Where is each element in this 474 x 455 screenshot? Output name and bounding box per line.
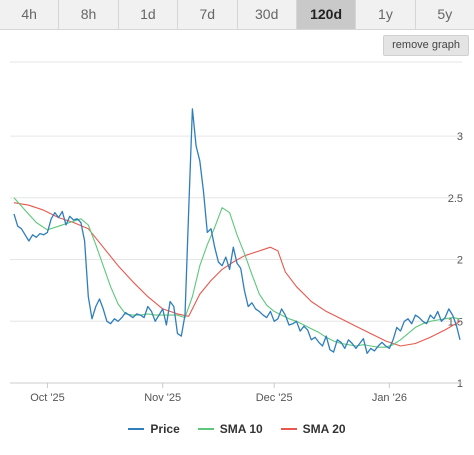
y-tick-label: 2	[457, 255, 463, 267]
y-tick-label: 1	[457, 378, 463, 390]
chart-legend: Price SMA 10 SMA 20	[0, 420, 474, 438]
series-line-sma-10	[13, 197, 461, 348]
legend-item-sma-20[interactable]: SMA 20	[280, 420, 346, 438]
tab-30d[interactable]: 30d	[238, 0, 297, 29]
legend-item-sma-10[interactable]: SMA 10	[197, 420, 263, 438]
x-tick-label: Oct '25	[30, 392, 65, 404]
y-tick-label: 2.5	[448, 193, 463, 205]
tab-1y[interactable]: 1y	[356, 0, 416, 29]
legend-swatch	[128, 428, 145, 430]
legend-item-price[interactable]: Price	[128, 420, 180, 438]
remove-graph-button[interactable]: remove graph	[383, 35, 469, 56]
timeframe-tabs: 4h 8h 1d 7d 30d 120d 1y 5y	[0, 0, 474, 30]
legend-label: SMA 20	[302, 422, 346, 436]
x-tick-label: Nov '25	[144, 392, 181, 404]
legend-swatch	[197, 428, 214, 430]
x-tick-label: Jan '26	[372, 392, 407, 404]
legend-label: SMA 10	[219, 422, 263, 436]
tab-5y[interactable]: 5y	[437, 6, 453, 22]
tab-8h[interactable]: 8h	[59, 0, 119, 29]
tab-1d[interactable]: 1d	[119, 0, 179, 29]
legend-swatch	[280, 428, 297, 430]
tab-7d[interactable]: 7d	[178, 0, 238, 29]
x-tick-label: Dec '25	[256, 392, 293, 404]
y-tick-label: 3	[457, 131, 463, 143]
series-line-price	[13, 108, 461, 355]
series-line-sma-20	[13, 202, 461, 347]
tab-120d[interactable]: 120d	[296, 0, 357, 29]
tab-4h[interactable]: 4h	[0, 0, 60, 29]
legend-label: Price	[150, 422, 180, 436]
